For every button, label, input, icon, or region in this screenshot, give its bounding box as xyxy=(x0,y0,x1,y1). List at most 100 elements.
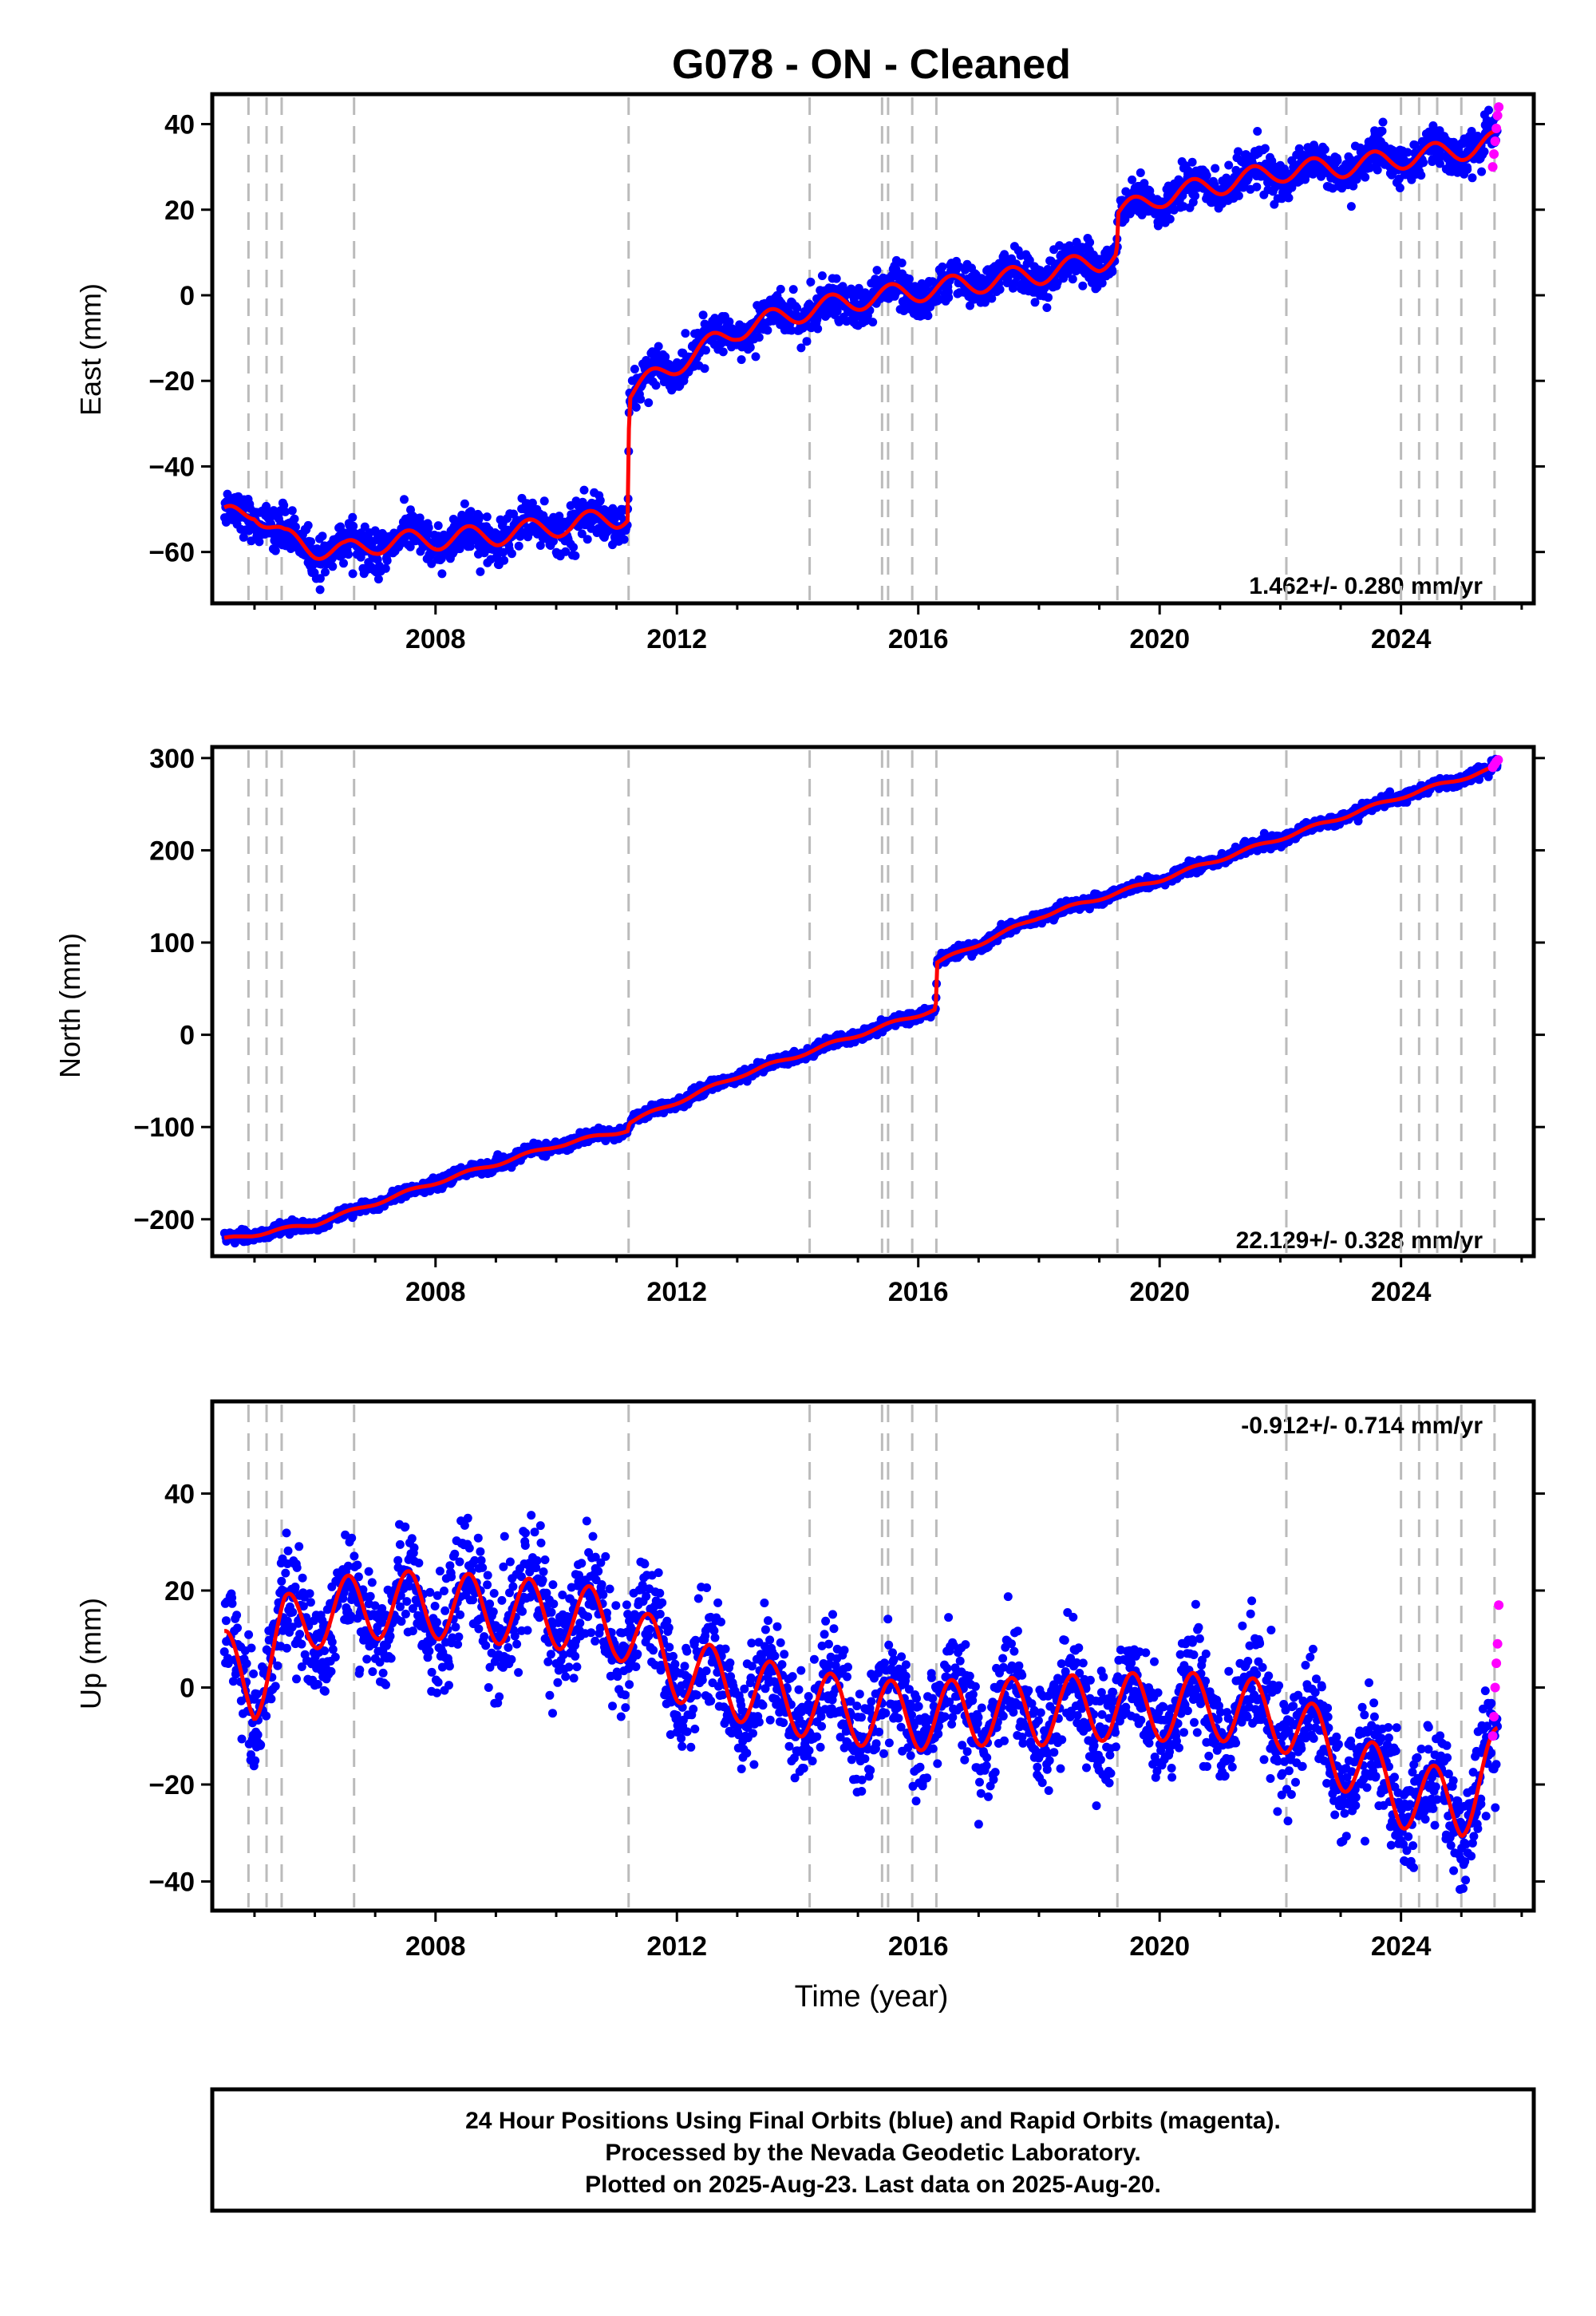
east-data-point xyxy=(1410,140,1420,150)
east-data-point xyxy=(318,532,327,541)
east-data-point xyxy=(424,523,433,532)
east-data-point xyxy=(555,512,564,521)
east-frame xyxy=(210,92,1536,606)
east-data-point xyxy=(1419,158,1428,168)
east-rate-label: 1.462+/- 0.280 mm/yr xyxy=(1249,573,1483,599)
east-data-point xyxy=(1234,147,1242,156)
east-data-point xyxy=(1346,202,1356,211)
east-data-point xyxy=(619,535,629,544)
east-x-tick-label: 2024 xyxy=(1371,624,1432,654)
east-data-point xyxy=(1042,303,1052,312)
east-data-point xyxy=(1224,160,1234,170)
east-data-point xyxy=(802,337,812,346)
east-panel: East (mm) 1.462+/- 0.280 mm/yr 2008 2012 2… xyxy=(74,92,1545,654)
east-data-point xyxy=(900,303,910,313)
east-data-point xyxy=(1210,180,1219,190)
east-data-point xyxy=(577,529,587,539)
east-data-point xyxy=(1365,163,1375,172)
east-data-point xyxy=(1463,164,1472,174)
east-data-point xyxy=(796,343,806,353)
east-data-point xyxy=(938,262,947,271)
east-rapid-point xyxy=(1487,162,1498,172)
east-data-point xyxy=(500,555,509,565)
east-data-point xyxy=(303,520,313,530)
east-data-point xyxy=(1479,147,1489,156)
east-data-point xyxy=(1085,238,1095,247)
east-x-tick-label: 2008 xyxy=(405,624,466,654)
east-data-point xyxy=(745,342,755,352)
east-data-point xyxy=(868,318,878,327)
east-y-tick-label: −20 xyxy=(148,366,195,397)
east-data-point xyxy=(654,342,663,351)
east-data-point xyxy=(595,496,605,505)
east-data-point xyxy=(661,352,670,362)
east-rapid-point xyxy=(1492,110,1503,121)
east-data-point xyxy=(944,293,954,302)
east-data-point xyxy=(630,365,639,373)
east-data-point xyxy=(754,333,764,342)
east-data-point xyxy=(806,277,816,287)
east-data-point xyxy=(763,326,772,335)
east-data-point xyxy=(321,567,330,577)
east-data-point xyxy=(631,402,641,412)
north-panel: North (mm) 22.129+/- 0.328 mm/yr 2008 201… xyxy=(53,744,1545,1307)
east-data-point xyxy=(792,303,802,313)
east-data-point xyxy=(698,310,708,320)
east-data-point xyxy=(271,546,280,555)
east-data-point xyxy=(405,542,415,551)
east-data-point xyxy=(987,294,997,303)
east-data-point xyxy=(360,522,369,532)
east-data-point xyxy=(1435,159,1444,168)
east-data-point xyxy=(437,569,447,579)
east-data-point xyxy=(1030,298,1040,307)
east-data-point xyxy=(832,274,841,283)
east-data-point xyxy=(369,536,378,546)
east-data-point xyxy=(336,522,346,532)
east-data-point xyxy=(1333,156,1342,165)
east-data-point xyxy=(995,285,1005,294)
east-data-point xyxy=(571,551,580,560)
east-data-point xyxy=(507,549,516,559)
east-data-point xyxy=(636,394,646,404)
east-final-points xyxy=(220,105,1502,595)
east-data-point xyxy=(1395,184,1404,192)
east-data-point xyxy=(1191,191,1200,200)
east-data-point xyxy=(751,352,760,362)
east-data-point xyxy=(1211,164,1220,173)
east-data-point xyxy=(1068,275,1077,284)
east-data-point xyxy=(539,496,549,506)
east-y-tick-label: −40 xyxy=(148,452,195,482)
chart-title: G078 - ON - Cleaned xyxy=(672,41,1071,88)
east-data-point xyxy=(433,521,443,531)
east-data-point xyxy=(448,515,458,524)
east-data-point xyxy=(1025,255,1034,265)
east-data-point xyxy=(832,306,842,316)
east-data-point xyxy=(1477,167,1487,176)
east-data-point xyxy=(1403,148,1412,157)
east-data-point xyxy=(328,562,338,571)
east-data-point xyxy=(239,532,248,542)
east-data-point xyxy=(651,381,661,390)
east-x-tick-label: 2016 xyxy=(888,624,949,654)
east-data-point xyxy=(281,507,290,516)
east-data-point xyxy=(290,514,299,524)
east-data-point xyxy=(306,537,315,547)
east-data-point xyxy=(1373,165,1382,175)
east-data-point xyxy=(776,284,785,294)
east-data-point xyxy=(1187,157,1197,167)
east-data-point xyxy=(1165,215,1175,223)
east-data-point xyxy=(737,355,746,365)
east-data-point xyxy=(897,259,907,267)
east-data-point xyxy=(700,364,709,373)
east-data-point xyxy=(348,569,358,579)
east-model-line xyxy=(223,128,1498,561)
east-data-point xyxy=(1044,293,1053,302)
east-data-point xyxy=(1260,144,1270,153)
east-data-point xyxy=(344,550,354,559)
east-data-point xyxy=(1377,126,1387,136)
east-data-point xyxy=(817,271,827,280)
east-data-point xyxy=(373,575,383,584)
east-rapid-point xyxy=(1489,149,1499,160)
east-data-point xyxy=(466,507,476,516)
